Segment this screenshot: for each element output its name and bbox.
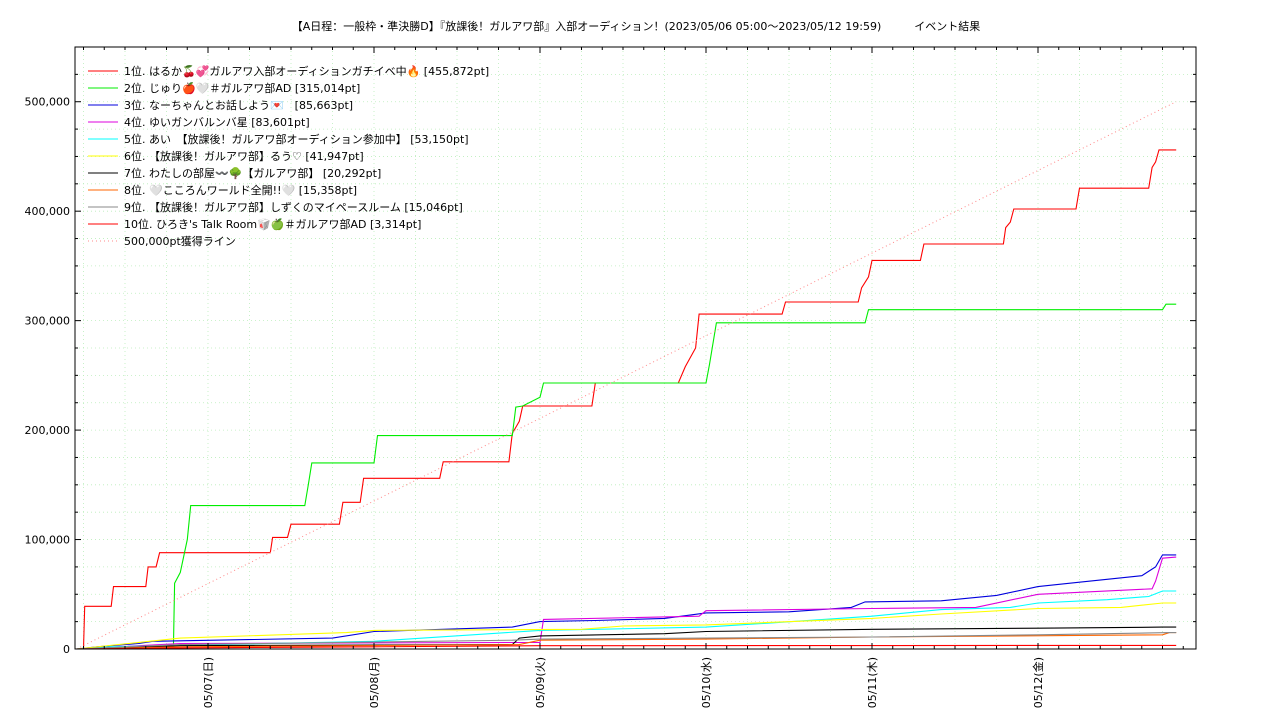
series-line-6 <box>76 602 1177 650</box>
series-line-4 <box>76 556 1177 650</box>
legend-label-4: 4位. ゆいガンバルンバ星 [83,601pt] <box>124 115 310 129</box>
x-tick-label: 05/09(火) <box>534 657 547 708</box>
legend-label-9: 9位. 【放課後！ガルアワ部】しずくのマイペースルーム [15,046pt] <box>124 200 463 214</box>
legend-label-7: 7位. わたしの部屋〰️🌳【ガルアワ部】 [20,292pt] <box>124 166 381 180</box>
grid-layer <box>75 47 1196 649</box>
x-tick-label: 05/12(金) <box>1031 657 1045 708</box>
y-tick-label: 0 <box>63 643 70 656</box>
y-tick-label: 200,000 <box>25 424 71 437</box>
legend-label-5: 5位. あい 【放課後！ガルアワ部オーディション参加中】 [53,150pt] <box>124 132 469 146</box>
x-tick-label: 05/07(日) <box>202 657 215 708</box>
x-tick-label: 05/08(月) <box>368 657 381 708</box>
legend-label-8: 8位. 🤍こころんワールド全開!!🤍 [15,358pt] <box>124 183 357 197</box>
y-tick-label: 300,000 <box>25 315 71 328</box>
legend-label-3: 3位. なーちゃんとお話しよう💌 [85,663pt] <box>124 98 353 112</box>
legend-label-11: 500,000pt獲得ライン <box>124 235 236 248</box>
x-tick-label: 05/11(木) <box>866 657 879 708</box>
y-tick-label: 500,000 <box>25 96 71 109</box>
series-layer <box>76 101 1177 650</box>
series-line-5 <box>76 590 1177 650</box>
legend: 1位. はるか🍒💞ガルアワ入部オーディションガチイベ中🔥 [455,872pt]… <box>88 64 489 248</box>
series-line-9 <box>76 632 1177 650</box>
legend-label-6: 6位. 【放課後！ガルアワ部】るう♡ [41,947pt] <box>124 149 364 163</box>
legend-label-2: 2位. じゅり🍎🤍＃ガルアワ部AD [315,014pt] <box>124 81 360 95</box>
series-line-2 <box>76 303 1177 650</box>
y-tick-label: 100,000 <box>25 534 71 547</box>
legend-label-10: 10位. ひろき's Talk Room🥡🍏＃ガルアワ部AD [3,314pt] <box>124 217 421 231</box>
x-tick-label: 05/10(水) <box>700 657 713 708</box>
series-line-8 <box>76 632 1177 650</box>
axis-layer: 0 100,000 200,000 300,000 400,000 500,000 05/0… <box>25 47 1196 708</box>
series-line-3 <box>76 554 1177 650</box>
legend-label-1: 1位. はるか🍒💞ガルアワ入部オーディションガチイベ中🔥 [455,872pt] <box>124 64 489 78</box>
chart-title: 【A日程：一般枠・準決勝D】『放課後！ガルアワ部』入部オーディション！(2023… <box>292 19 981 33</box>
y-tick-label: 400,000 <box>25 205 71 218</box>
series-line-11 <box>76 101 1177 650</box>
